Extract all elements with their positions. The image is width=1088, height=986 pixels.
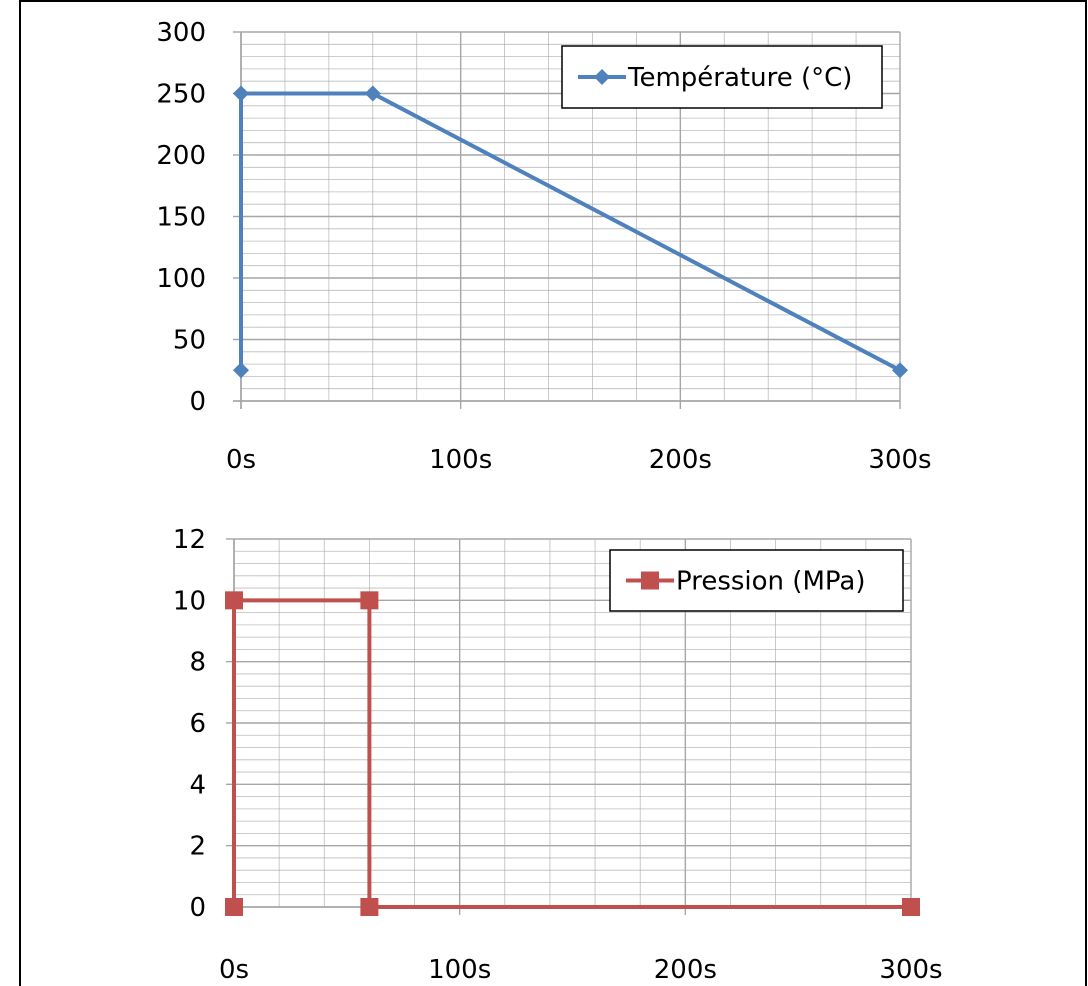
x-tick-label: 0s — [226, 445, 256, 475]
temperature-chart: 0 50 100 150 200 250 300 0s 100s 200s 300s Températ… — [156, 18, 931, 475]
data-point-pression — [902, 898, 920, 916]
y-tick-label: 50 — [173, 326, 206, 356]
y-tick-label: 2 — [189, 832, 206, 862]
data-point-temperature — [233, 362, 249, 379]
data-point-pression — [360, 591, 379, 610]
data-point-temperature — [233, 85, 249, 102]
legend-marker — [641, 571, 659, 590]
legend: Température (°C) — [561, 45, 883, 109]
legend-label: Pression (MPa) — [676, 567, 865, 597]
legend-label: Température (°C) — [627, 63, 852, 93]
x-tick-label: 300s — [868, 445, 931, 475]
x-tick-label: 100s — [429, 445, 492, 475]
y-tick-label: 0 — [189, 387, 206, 417]
series-line-pression — [232, 598, 911, 909]
data-point-pression — [225, 898, 243, 916]
y-tick-label: 150 — [156, 203, 206, 233]
data-point-pression — [360, 898, 379, 916]
y-tick-label: 8 — [189, 648, 206, 678]
y-tick-label: 4 — [189, 770, 206, 800]
y-tick-label: 250 — [156, 80, 206, 110]
legend: Pression (MPa) — [609, 549, 904, 612]
legend-marker — [594, 69, 610, 85]
x-tick-label: 300s — [879, 955, 942, 985]
series-pression — [225, 591, 920, 916]
y-tick-label: 200 — [156, 141, 206, 171]
x-tick-label: 100s — [428, 955, 491, 985]
y-tick-label: 10 — [173, 586, 206, 616]
y-tick-label: 100 — [156, 264, 206, 294]
data-point-temperature — [892, 362, 908, 379]
y-tick-label: 6 — [189, 709, 206, 739]
y-tick-label: 0 — [189, 893, 206, 923]
x-tick-label: 200s — [649, 445, 712, 475]
x-tick-label: 200s — [654, 955, 717, 985]
pression-chart: 0 2 4 6 8 10 12 0s 100s 200s 300s Pression (MPa) — [173, 525, 943, 985]
data-point-temperature — [364, 85, 381, 102]
series-line-temperature — [239, 91, 901, 373]
y-tick-label: 300 — [156, 18, 206, 48]
series-temperature — [233, 85, 908, 379]
y-tick-label: 12 — [173, 525, 206, 555]
data-point-pression — [225, 591, 243, 610]
x-tick-label: 0s — [219, 955, 249, 985]
